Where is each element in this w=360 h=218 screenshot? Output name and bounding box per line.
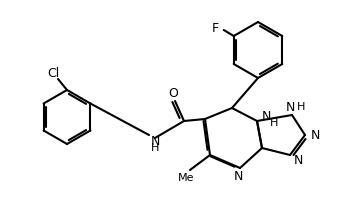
Text: O: O <box>168 87 178 99</box>
Text: N: N <box>150 135 160 148</box>
Text: Me: Me <box>178 173 194 183</box>
Text: F: F <box>212 22 219 34</box>
Text: N: N <box>262 109 271 123</box>
Text: Cl: Cl <box>47 66 59 80</box>
Text: H: H <box>270 118 278 128</box>
Text: N: N <box>285 100 295 114</box>
Text: H: H <box>151 143 159 153</box>
Text: H: H <box>297 102 305 112</box>
Text: N: N <box>233 170 243 182</box>
Text: N: N <box>311 128 320 141</box>
Text: N: N <box>294 153 303 167</box>
